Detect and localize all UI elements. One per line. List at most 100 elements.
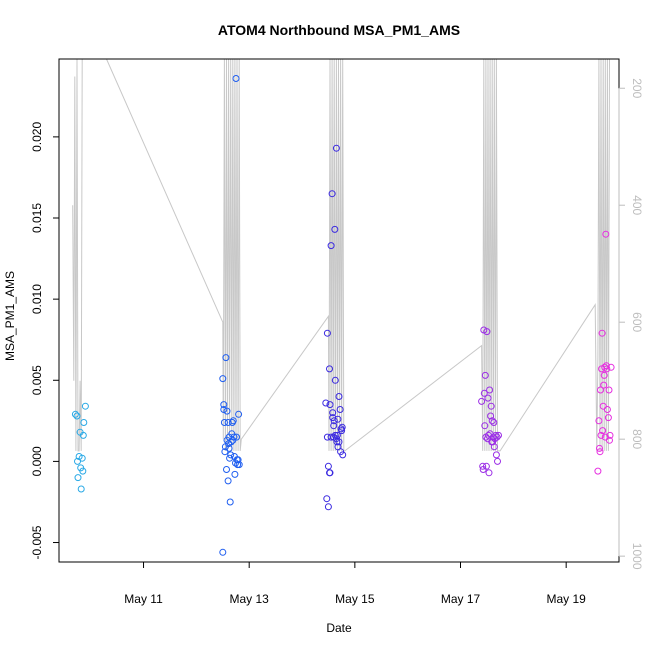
data-point [482, 462, 490, 470]
data-point [336, 406, 344, 413]
data-point [326, 469, 334, 477]
data-point [219, 375, 227, 383]
secondary-line-layer [72, 58, 611, 452]
data-point [335, 438, 343, 446]
data-point [484, 394, 492, 402]
data-point [486, 386, 494, 394]
data-point [337, 448, 345, 456]
data-point [332, 144, 340, 152]
y-tick-label: 0.015 [30, 203, 44, 233]
data-point [594, 467, 602, 475]
data-point [599, 427, 607, 435]
data-point [595, 417, 603, 425]
data-point [231, 470, 239, 478]
data-point [597, 431, 605, 439]
data-point [489, 438, 497, 446]
y2-tick-label: 800 [630, 429, 644, 449]
y-tick-label: 0.000 [30, 446, 44, 476]
data-point [234, 456, 242, 464]
y-axis: -0.005 0.000 0.005 0.010 0.015 0.020 [30, 122, 60, 560]
data-point [327, 242, 335, 250]
data-point [487, 402, 495, 410]
data-point [224, 477, 232, 485]
data-point [333, 438, 341, 446]
data-point [485, 469, 493, 477]
y2-axis: 200 400 600 800 1000 [618, 78, 644, 570]
data-point [77, 485, 85, 493]
data-point [495, 431, 502, 439]
x-tick-label: May 11 [124, 592, 163, 606]
data-point [330, 417, 338, 425]
x-tick-label: May 15 [335, 592, 375, 606]
data-point [338, 423, 346, 431]
data-point [331, 225, 339, 233]
data-point [225, 444, 233, 452]
data-point [481, 371, 489, 379]
x-axis: May 11 May 13 May 15 May 17 May 19 [124, 561, 586, 606]
data-point [78, 454, 86, 462]
data-point [324, 503, 332, 511]
data-point [605, 386, 613, 394]
data-point [81, 402, 89, 410]
x-tick-label: May 13 [230, 592, 270, 606]
secondary-line [72, 58, 611, 452]
data-point [602, 230, 610, 238]
data-point [324, 462, 332, 470]
y2-tick-label: 200 [630, 78, 644, 98]
data-point [79, 431, 87, 439]
data-point [480, 389, 488, 397]
y-tick-label: 0.005 [30, 365, 44, 395]
data-point [226, 454, 234, 462]
data-point [596, 448, 604, 456]
data-point [478, 397, 486, 405]
y-axis-label: MSA_PM1_AMS [3, 271, 17, 361]
data-point [79, 467, 87, 475]
data-point [220, 401, 228, 409]
data-point [323, 329, 331, 337]
data-point [223, 436, 231, 444]
data-point [603, 406, 611, 413]
data-point [323, 433, 331, 441]
data-point [322, 399, 330, 407]
data-point [490, 419, 498, 426]
data-point [490, 443, 498, 451]
x-tick-label: May 17 [441, 592, 481, 606]
data-point [481, 422, 489, 430]
data-point [219, 548, 227, 556]
data-point [221, 448, 229, 456]
data-point [220, 419, 228, 426]
data-point [600, 381, 608, 389]
data-point [488, 417, 496, 425]
data-point [229, 417, 237, 425]
data-point [486, 430, 494, 438]
data-point [607, 363, 615, 371]
data-point [479, 462, 487, 470]
data-point [74, 457, 81, 465]
data-point [331, 376, 339, 384]
data-point [226, 498, 234, 506]
data-point [323, 495, 331, 503]
points-layer [71, 75, 615, 556]
data-point [331, 431, 339, 439]
data-point [232, 75, 240, 82]
data-point [597, 386, 604, 394]
data-point [222, 354, 230, 362]
y-tick-label: 0.010 [30, 284, 44, 314]
y2-tick-label: 400 [630, 195, 644, 215]
data-point [606, 431, 614, 439]
data-point [333, 431, 341, 439]
data-point [329, 409, 337, 417]
data-point [223, 466, 230, 473]
data-point [326, 401, 334, 409]
data-point [487, 412, 495, 420]
data-point [596, 444, 603, 452]
data-point [599, 402, 607, 410]
data-point [328, 190, 336, 198]
data-point [329, 414, 337, 422]
data-point [494, 457, 501, 465]
data-point [338, 427, 346, 435]
data-point [493, 433, 501, 441]
y-tick-label: 0.020 [30, 122, 44, 152]
data-point [600, 371, 608, 379]
